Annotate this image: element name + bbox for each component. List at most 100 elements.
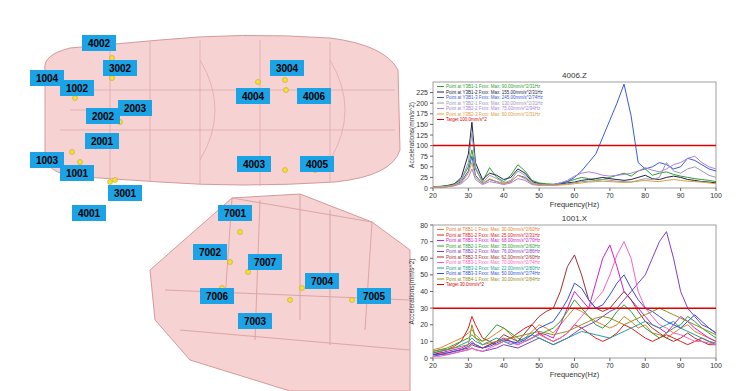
y-tick [430, 308, 433, 309]
series-line [433, 308, 716, 351]
x-tick [645, 188, 646, 191]
series-line [433, 163, 716, 188]
point-label: 3001 [114, 188, 137, 199]
x-tick [716, 358, 717, 361]
car-iso-body [150, 194, 410, 391]
x-tick-label: 40 [500, 192, 508, 199]
x-tick-label: 60 [571, 362, 579, 369]
y-tick-label: 75 [420, 153, 428, 160]
sensor-point [288, 298, 293, 303]
x-tick-label: 50 [535, 362, 543, 369]
y-tick-label: 125 [416, 132, 428, 139]
x-axis-label: Frequency(Hz) [550, 200, 600, 209]
sensor-point [73, 96, 78, 101]
x-tick-label: 90 [677, 192, 685, 199]
y-tick [430, 274, 433, 275]
series-line [433, 84, 716, 187]
y-tick-label: 30 [420, 305, 428, 312]
y-tick-label: 175 [416, 110, 428, 117]
page: 4002100430021002200320022001100310013001… [0, 0, 750, 391]
x-tick-label: 80 [641, 362, 649, 369]
x-tick-label: 100 [710, 192, 722, 199]
y-tick-label: 70 [420, 238, 428, 245]
y-tick-label: 60 [420, 255, 428, 262]
label-box [200, 288, 234, 304]
point-label: 2003 [124, 103, 147, 114]
y-tick-label: 200 [416, 100, 428, 107]
legend-swatch [437, 279, 444, 280]
sensor-point [110, 56, 115, 61]
x-tick-label: 20 [429, 362, 437, 369]
target-line [433, 145, 716, 147]
y-tick [430, 145, 433, 146]
legend-swatch [437, 257, 444, 258]
point-label: 1002 [66, 83, 89, 94]
label-box [218, 205, 252, 221]
car-structure [180, 330, 410, 350]
x-tick [574, 358, 575, 361]
y-tick [430, 92, 433, 93]
series-line [433, 133, 716, 187]
legend-label: Point at T8B3-1 Fxxx: Max: 70.00mm/s^2/7… [446, 260, 541, 265]
y-tick [430, 166, 433, 167]
series-line [433, 275, 716, 355]
point-label: 7002 [199, 247, 222, 258]
point-label: 3002 [109, 63, 132, 74]
y-tick [430, 358, 433, 359]
y-tick [430, 225, 433, 226]
legend-swatch [437, 92, 444, 93]
x-tick-label: 70 [606, 362, 614, 369]
legend-label: Point at T8B3-3 Fxxx: Max: 50.00mm/s^2/7… [446, 271, 541, 276]
car-structure [200, 60, 215, 160]
x-tick [468, 188, 469, 191]
sensor-point [350, 298, 355, 303]
sensor-point [300, 286, 305, 291]
car-structure [300, 194, 301, 320]
y-tick [430, 156, 433, 157]
y-tick-label: 0 [424, 185, 428, 192]
legend-swatch [437, 240, 444, 241]
chart: 4006.Z2030405060708090100025507510012515… [408, 71, 722, 209]
legend-swatch [437, 273, 444, 274]
legend: Point at T8B1-1 Fxxx: Max: 30.00mm/s^2/6… [437, 227, 541, 287]
legend-swatch [437, 119, 444, 120]
x-tick [539, 358, 540, 361]
legend-label: Point at T8B2-1 Fxxx: Max: 35.00mm/s^2/6… [446, 244, 541, 249]
plot-area [433, 232, 716, 357]
series-line [433, 316, 716, 353]
point-label: 1001 [66, 168, 89, 179]
x-tick-label: 50 [535, 192, 543, 199]
x-tick-label: 80 [641, 192, 649, 199]
point-label: 2002 [92, 111, 115, 122]
label-box [236, 88, 270, 104]
y-tick-label: 25 [420, 174, 428, 181]
x-tick-label: 60 [571, 192, 579, 199]
label-box [30, 152, 64, 168]
x-tick-label: 40 [500, 362, 508, 369]
point-label: 4003 [243, 159, 266, 170]
point-label: 7007 [254, 257, 277, 268]
label-box [248, 254, 282, 270]
car-diagram: 4002100430021002200320022001100310013001… [30, 35, 410, 391]
series-line [433, 232, 716, 357]
sensor-point [228, 260, 233, 265]
legend-label: Point at Y3B1-3 Fxxx: Max: 245.00mm/s^2/… [446, 95, 544, 100]
target-line [433, 307, 716, 309]
series-line [433, 245, 716, 355]
y-tick-label: 10 [420, 338, 428, 345]
x-tick [716, 188, 717, 191]
point-label: 4004 [242, 91, 265, 102]
label-box [60, 80, 94, 96]
legend-label: Point at Y3B2-1 Fxxx: Max: 130.00mm/s^2/… [446, 101, 544, 106]
label-box [357, 288, 391, 304]
legend-swatch [437, 108, 444, 109]
legend-label: Point at T8B3-2 Fxxx: Max: 22.00mm/s^2/8… [446, 266, 541, 271]
chart-title: 1001.X [562, 214, 588, 223]
legend-label: Point at T8B1-2 Fxxx: Max: 25.00mm/s^2/3… [446, 233, 541, 238]
label-box [193, 244, 227, 260]
point-label: 4005 [306, 159, 329, 170]
legend-label: Target 30.0mm/s^2 [446, 282, 485, 287]
label-box [86, 108, 120, 124]
label-box [305, 273, 339, 289]
point-label: 4002 [88, 38, 111, 49]
